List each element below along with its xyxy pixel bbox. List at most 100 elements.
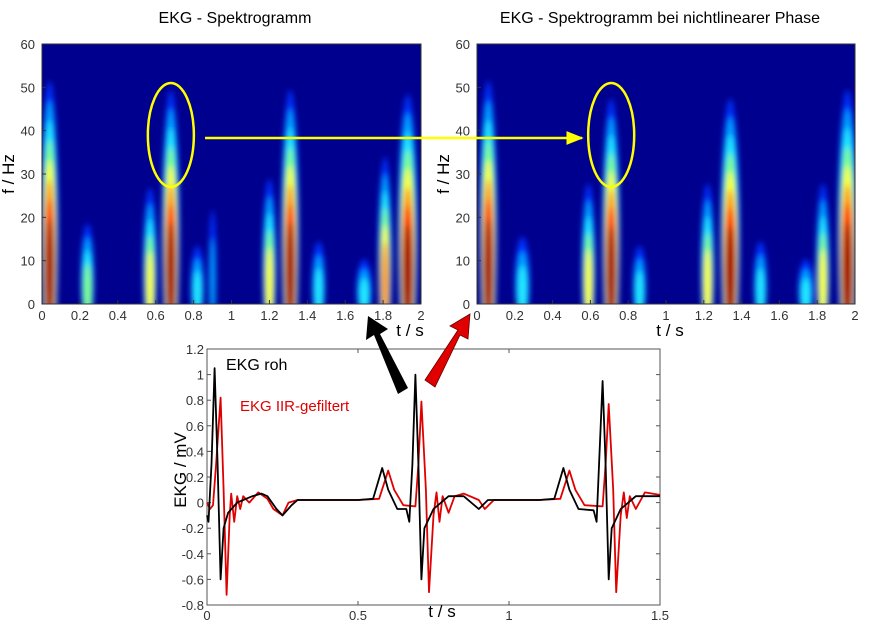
y-tick-label: 0 — [197, 496, 204, 511]
burst-layer — [819, 249, 827, 304]
burst-layer — [45, 218, 55, 304]
x-tick-label: 1.4 — [298, 308, 316, 323]
x-tick-label: 1.4 — [733, 308, 751, 323]
red-arrow — [424, 313, 471, 388]
energy-burst — [479, 80, 497, 304]
energy-burst — [356, 259, 372, 304]
y-tick-label: 0.6 — [186, 419, 204, 434]
y-tick-label: 60 — [456, 37, 470, 52]
x-tick-label: 0 — [203, 608, 210, 623]
energy-burst — [378, 156, 392, 304]
y-tick-label: 20 — [21, 210, 35, 225]
y-axis-label-ekg: EKG / mV — [171, 432, 190, 508]
x-tick-label: 0.4 — [544, 308, 562, 323]
energy-burst — [190, 245, 205, 304]
energy-bursts — [42, 80, 418, 304]
burst-layer — [209, 238, 216, 304]
series-line — [206, 367, 660, 581]
energy-burst — [208, 210, 217, 304]
x-tick-label: 1 — [228, 308, 235, 323]
x-tick-label: 0.4 — [109, 308, 127, 323]
energy-bursts — [479, 80, 855, 304]
burst-layer — [402, 223, 413, 304]
energy-burst — [837, 89, 855, 304]
burst-layer — [483, 218, 493, 304]
y-tick-label: 30 — [456, 167, 470, 182]
burst-layer — [146, 251, 154, 304]
burst-layer — [381, 241, 389, 304]
burst-layer — [842, 222, 853, 304]
energy-burst — [398, 94, 418, 304]
x-tick-label: 0 — [38, 308, 45, 323]
y-tick-label: -0.4 — [182, 547, 204, 562]
x-tick-label: 1.6 — [336, 308, 354, 323]
x-axis-label-right: t / s — [656, 321, 683, 340]
energy-burst — [143, 187, 157, 304]
burst-layer — [635, 270, 644, 304]
spectrogram-title-right: EKG - Spektrogramm bei nichtlinearer Pha… — [500, 10, 820, 27]
y-tick-label: 10 — [21, 254, 35, 269]
ekg-line-chart: 0 0.5 1 1.5 -0.8 -0.6 -0.4 -0.2 0 0.2 0.4 0.6 0.8 1 1.… — [182, 342, 669, 623]
y-tick-label: 0.2 — [186, 470, 204, 485]
x-tick-label: 0.5 — [349, 608, 367, 623]
x-tick-label: 1 — [505, 608, 512, 623]
highlight-ellipse — [586, 81, 636, 189]
energy-burst — [162, 89, 180, 304]
y-tick-label: 50 — [456, 80, 470, 95]
plot-frame — [206, 348, 661, 606]
x-tick-label: 0.2 — [506, 308, 524, 323]
y-tick-label: 30 — [21, 167, 35, 182]
y-tick-label: 1.2 — [186, 342, 204, 357]
energy-burst — [602, 98, 620, 304]
energy-burst — [816, 183, 830, 304]
x-axis-label-ekg: t / s — [428, 602, 455, 621]
burst-layer — [725, 225, 736, 304]
x-tick-label: 2 — [851, 308, 858, 323]
energy-burst — [262, 179, 277, 304]
y-tick-label: 60 — [21, 37, 35, 52]
burst-layer — [166, 222, 176, 304]
x-tick-label: 0.6 — [147, 308, 165, 323]
x-tick-label: 0.8 — [619, 308, 637, 323]
x-tick-label: 1.8 — [374, 308, 392, 323]
y-tick-label: 40 — [21, 124, 35, 139]
x-tick-label: 1.6 — [770, 308, 788, 323]
energy-burst — [281, 89, 299, 304]
y-tick-label: -0.8 — [182, 598, 204, 613]
spectrogram-title-left: EKG - Spektrogramm — [159, 10, 312, 27]
y-tick-label: -0.2 — [182, 521, 204, 536]
y-tick-label: 0.4 — [186, 444, 204, 459]
energy-burst — [632, 245, 647, 304]
burst-layer — [703, 249, 712, 304]
burst-layer — [193, 270, 202, 304]
x-tick-label: 1.2 — [695, 308, 713, 323]
energy-burst — [720, 98, 740, 304]
energy-burst — [312, 241, 326, 304]
spectrogram-background — [477, 44, 855, 304]
spectrogram-background — [42, 44, 421, 304]
energy-burst — [798, 259, 814, 304]
energy-burst — [581, 183, 596, 304]
x-tick-label: 0.2 — [71, 308, 89, 323]
y-axis-label-right: f / Hz — [434, 154, 453, 194]
burst-layer — [756, 268, 765, 304]
x-tick-label: 0.8 — [185, 308, 203, 323]
y-tick-label: 0 — [28, 297, 35, 312]
x-tick-label: 0 — [473, 308, 480, 323]
y-tick-label: 10 — [456, 254, 470, 269]
energy-burst — [700, 183, 715, 304]
energy-burst — [80, 223, 95, 304]
highlight-ellipse — [146, 81, 196, 189]
energy-burst — [514, 237, 530, 304]
legend-ekg-roh: EKG roh — [226, 357, 287, 374]
burst-layer — [606, 225, 616, 304]
burst-layer — [83, 263, 92, 304]
x-tick-label: 1.5 — [651, 608, 669, 623]
y-tick-label: 20 — [456, 210, 470, 225]
y-tick-label: -0.6 — [182, 572, 204, 587]
y-tick-label: 1 — [197, 368, 204, 383]
y-tick-label: 50 — [21, 80, 35, 95]
x-axis-label-left: t / s — [396, 321, 423, 340]
